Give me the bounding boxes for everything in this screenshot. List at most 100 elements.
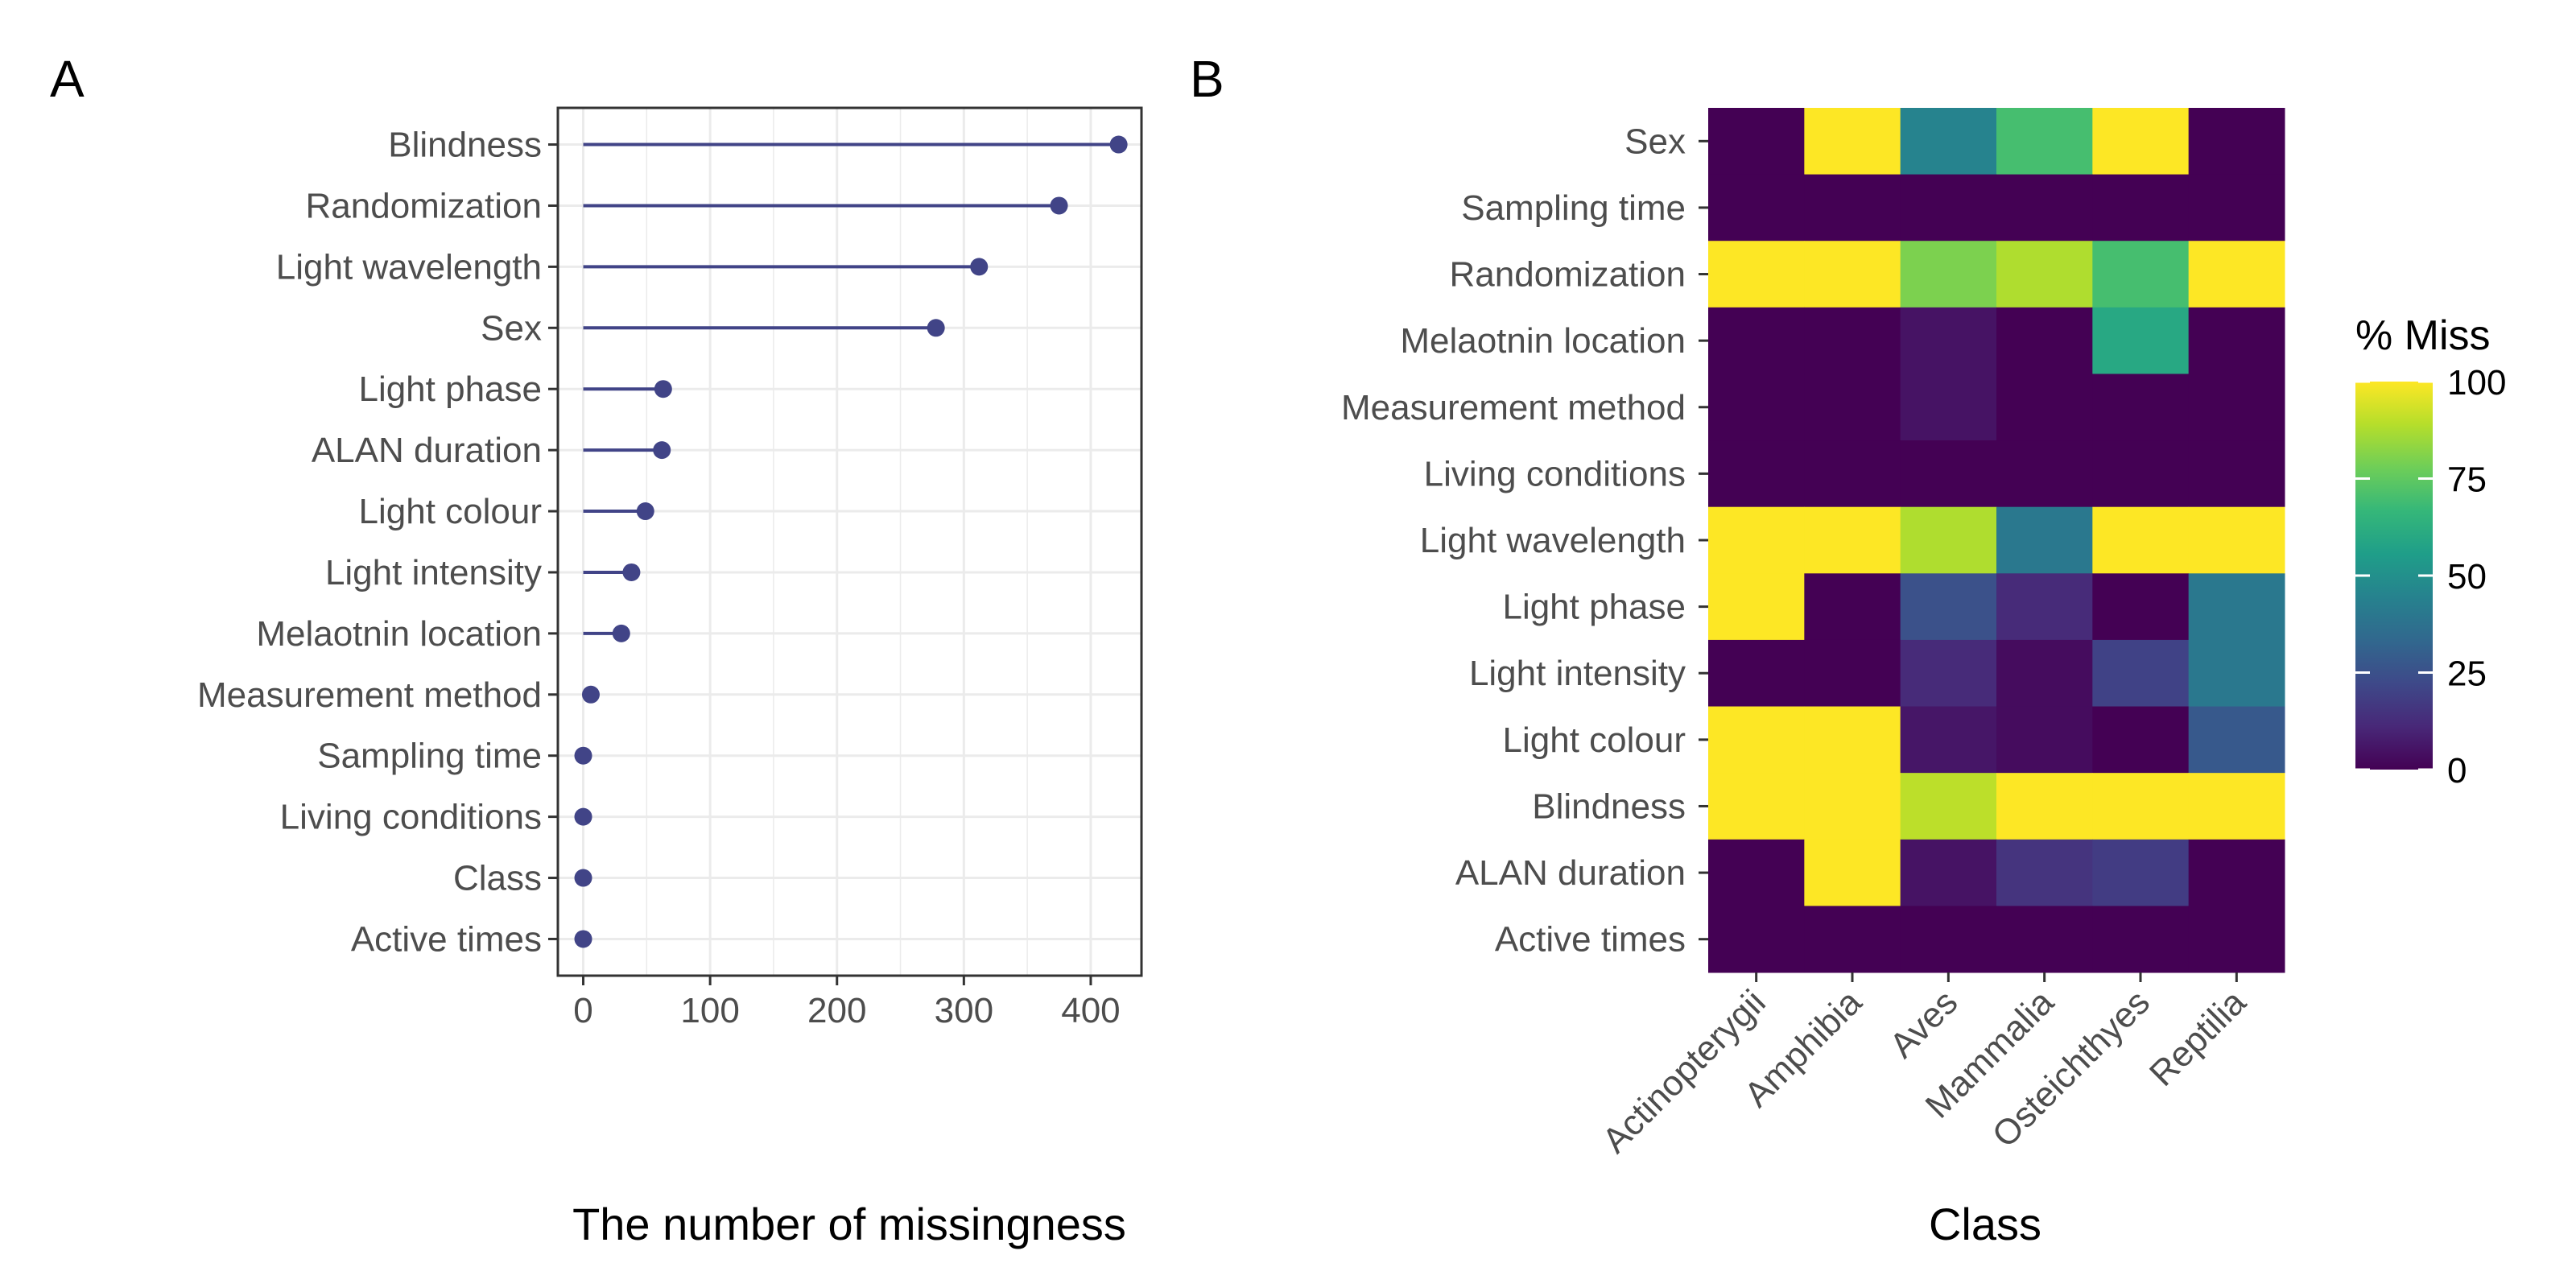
panel-b-y-axis: Sex Sampling time Randomization Melaotnin l… — [1341, 122, 1708, 960]
lollipop-point — [653, 441, 671, 460]
heatmap-cell — [1708, 174, 1805, 242]
panel-a-label: A — [50, 50, 85, 108]
lollipop-point — [636, 502, 654, 521]
y-tick-label: Light intensity — [1469, 654, 1686, 693]
legend-tick-label: 75 — [2447, 460, 2487, 500]
y-tick-label: Light colour — [1503, 720, 1686, 760]
heatmap-cell — [2092, 307, 2190, 374]
heatmap-cell — [2092, 906, 2190, 973]
x-tick-label: Reptilia — [2142, 982, 2254, 1094]
y-tick-label: ALAN duration — [312, 431, 542, 470]
y-tick-label: Active times — [351, 919, 542, 959]
panel-a-x-title: The number of missingness — [572, 1199, 1126, 1249]
y-tick-label: Living conditions — [280, 798, 542, 837]
y-tick-label: Sex — [1624, 122, 1686, 161]
y-tick-label: Light wavelength — [276, 247, 542, 287]
panel-a-grid — [558, 108, 1141, 976]
heatmap-cell — [1996, 241, 2093, 308]
y-tick-label: Sampling time — [1461, 188, 1686, 228]
y-tick-label: Blindness — [1532, 786, 1686, 826]
panel-a-marks — [574, 135, 1128, 948]
heatmap-cell — [1708, 506, 1805, 574]
panel-a-border — [556, 106, 1143, 977]
heatmap-cell — [2188, 108, 2285, 175]
heatmap-cell — [1708, 108, 1805, 175]
y-tick-label: Melaotnin location — [1400, 321, 1686, 361]
heatmap-cell — [1900, 440, 1997, 508]
heatmap-cell — [1708, 374, 1805, 441]
lollipop-point — [581, 685, 600, 704]
legend-tick-label: 25 — [2447, 654, 2487, 694]
heatmap-cell — [1996, 573, 2093, 641]
heatmap-cell — [2188, 174, 2285, 242]
heatmap-cell — [1708, 906, 1805, 973]
lollipop-point — [927, 319, 945, 337]
heatmap-cell — [1900, 839, 1997, 906]
lollipop-point — [1109, 135, 1128, 154]
heatmap-cell — [1900, 773, 1997, 840]
heatmap-cell — [1900, 639, 1997, 708]
heatmap-cell — [1996, 773, 2093, 840]
y-tick-label: Sampling time — [317, 737, 542, 776]
heatmap-cell — [2092, 174, 2190, 242]
heatmap-cell — [1804, 241, 1901, 308]
x-tick-label: 200 — [807, 991, 866, 1030]
panel-a-y-axis: Blindness Randomization Light wavelength Se… — [197, 126, 558, 959]
heatmap-cell — [1996, 906, 2093, 973]
heatmap-cell — [2092, 706, 2190, 774]
heatmap-cell — [1996, 108, 2093, 175]
heatmap-cell — [1900, 906, 1997, 973]
panel-b-x-title: Class — [1929, 1199, 2041, 1249]
heatmap-cell — [2188, 906, 2285, 973]
heatmap-cell — [2188, 706, 2285, 774]
heatmap-cell — [1708, 307, 1805, 374]
lollipop-point — [970, 258, 989, 276]
heatmap-cell — [2092, 241, 2190, 308]
heatmap-cell — [1708, 706, 1805, 774]
legend-tick-label: 100 — [2447, 363, 2506, 402]
heatmap-cell — [1804, 906, 1901, 973]
heatmap-cell — [1804, 108, 1901, 175]
heatmap-cell — [1804, 174, 1901, 242]
y-tick-label: Light phase — [1502, 588, 1686, 627]
heatmap-cell — [1900, 174, 1997, 242]
heatmap-cell — [1804, 573, 1901, 641]
y-tick-label: Light wavelength — [1420, 521, 1686, 560]
heatmap-cell — [1996, 639, 2093, 708]
heatmap-cell — [2092, 639, 2190, 708]
lollipop-point — [654, 380, 672, 398]
x-tick-label: 300 — [935, 991, 993, 1030]
x-tick-label: 400 — [1061, 991, 1120, 1030]
y-tick-label: Measurement method — [197, 675, 542, 715]
heatmap-cell — [1708, 639, 1805, 708]
heatmap-cell — [2092, 440, 2190, 508]
lollipop-point — [612, 624, 630, 642]
y-tick-label: Active times — [1495, 920, 1686, 960]
heatmap-cell — [1996, 706, 2093, 774]
heatmap-cell — [1804, 307, 1901, 374]
x-tick-label: Actinopterygii — [1595, 982, 1773, 1160]
heatmap-cell — [2188, 639, 2285, 708]
heatmap-cell — [2092, 773, 2190, 840]
y-tick-label: Living conditions — [1424, 454, 1686, 493]
lollipop-point — [622, 563, 641, 581]
heatmap-cell — [1900, 573, 1997, 641]
heatmap-cell — [2092, 839, 2190, 906]
heatmap-cell — [1900, 706, 1997, 774]
lollipop-point — [574, 746, 592, 765]
heatmap-cell — [2188, 839, 2285, 906]
heatmap-cell — [1996, 506, 2093, 574]
heatmap-cell — [1708, 440, 1805, 508]
legend-tick-label: 50 — [2447, 557, 2487, 597]
heatmap-cell — [1708, 241, 1805, 308]
heatmap-cell — [1900, 307, 1997, 374]
heatmap-cell — [1804, 374, 1901, 441]
panel-a-x-axis: 0 100 200 300 400 — [573, 976, 1121, 1030]
heatmap-cell — [1804, 839, 1901, 906]
heatmap-cell — [2188, 506, 2285, 574]
y-tick-label: Melaotnin location — [256, 614, 542, 654]
y-tick-label: Randomization — [306, 186, 543, 225]
heatmap-cell — [2188, 773, 2285, 840]
